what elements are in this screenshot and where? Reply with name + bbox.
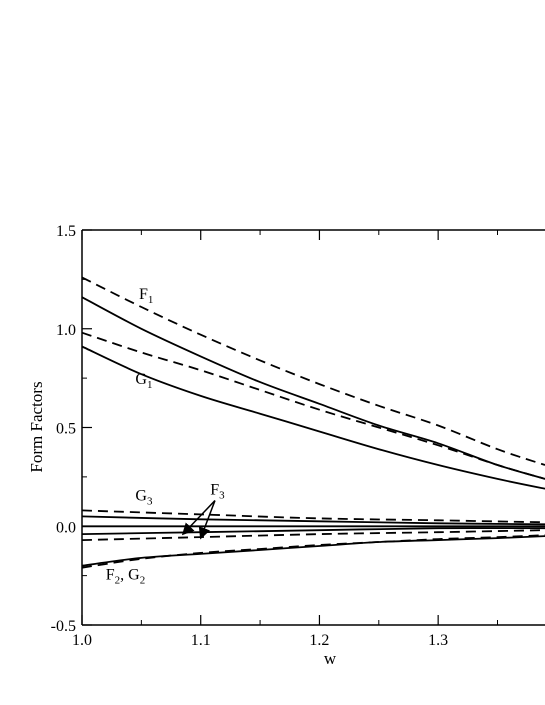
y-tick-label: 0.0: [56, 519, 76, 536]
f3-arrow-1: [181, 500, 216, 536]
x-tick-label: 1.2: [309, 632, 329, 649]
y-axis-label: Form Factors: [27, 381, 46, 472]
x-tick-label: 1.3: [428, 632, 448, 649]
curve-label-g3: G3: [135, 488, 153, 508]
x-axis-label: w: [324, 649, 337, 668]
axis-ticks: -0.5 0.0 0.5 1.0 1.5 1.0 1.1 1.2 1.3: [51, 223, 499, 649]
x-tick-label: 1.0: [72, 632, 92, 649]
dashed-curve-1: [81, 276, 545, 466]
series-layer: [81, 276, 545, 569]
curve-label-f2-2: F2, G2: [106, 567, 145, 587]
dashed-curve-11: [81, 534, 545, 569]
f3-arrow-2: [198, 500, 216, 540]
solid-curve-2: [81, 296, 545, 480]
dashed-curve-5: [81, 509, 545, 524]
solid-curve-4: [81, 345, 545, 490]
solid-curve-10: [81, 535, 545, 567]
plot-frame: [81, 229, 545, 626]
curve-label-f1: F1: [139, 286, 153, 306]
dashed-curve-3: [81, 331, 545, 480]
y-tick-label: 1.5: [56, 223, 76, 240]
solid-curve-6: [81, 515, 545, 526]
y-tick-label: -0.5: [51, 618, 76, 635]
curve-annotations: F1 G1 G3 F3 F2, G2: [106, 286, 225, 586]
dashed-curve-9: [81, 529, 545, 541]
curve-label-g1: G1: [135, 371, 152, 391]
y-tick-label: 0.5: [56, 421, 76, 438]
y-tick-label: 1.0: [56, 322, 76, 339]
solid-curve-8: [81, 527, 545, 535]
x-tick-label: 1.1: [191, 632, 211, 649]
curve-label-f3: F3: [210, 482, 225, 502]
